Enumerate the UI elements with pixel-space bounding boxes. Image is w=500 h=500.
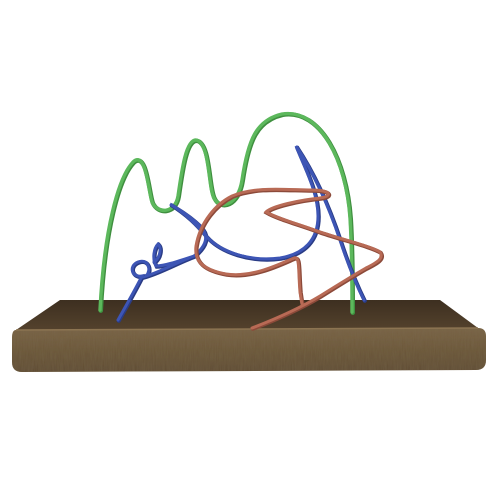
red-wire	[194, 187, 384, 331]
base-top-surface	[16, 300, 478, 330]
blue-wire-body	[116, 145, 366, 322]
blue-wire	[116, 145, 367, 323]
base-front-face	[12, 328, 486, 372]
green-wire-body	[98, 111, 354, 314]
base-edge-highlight	[15, 327, 479, 331]
wooden-base	[12, 300, 486, 372]
green-wire	[98, 111, 356, 316]
red-wire-body	[194, 187, 383, 330]
